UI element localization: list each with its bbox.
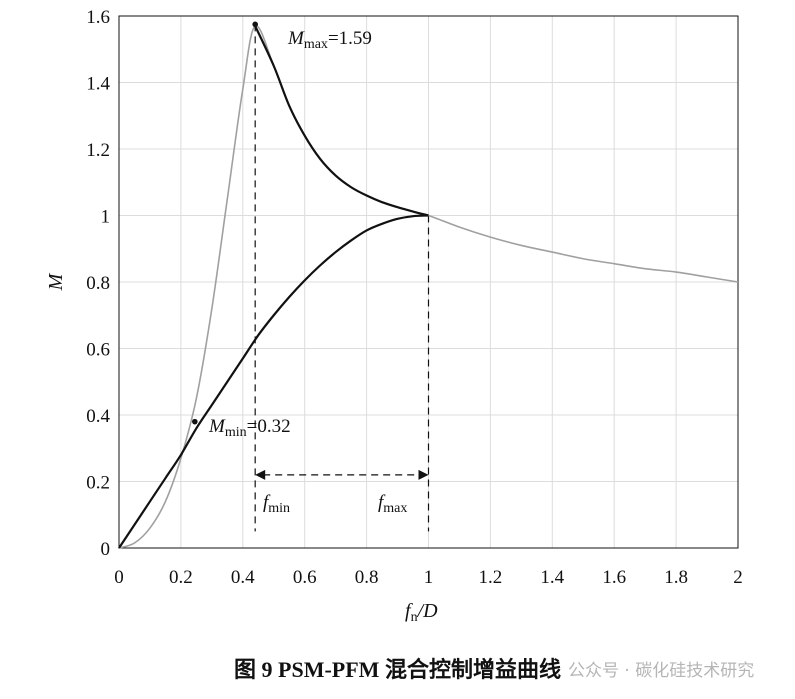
mmax-value: =1.59 <box>328 28 372 49</box>
series-line-2 <box>118 214 429 549</box>
watermark: 公众号 · 碳化硅技术研究 <box>568 661 755 681</box>
fmin-main: f <box>263 492 271 513</box>
y-tick-label: 1.2 <box>86 140 110 161</box>
frequency-range-arrow <box>255 469 429 480</box>
x-tick-label: 0.4 <box>231 567 255 588</box>
series-line-3 <box>254 25 429 217</box>
x-tick-labels: 0 0.2 0.4 0.6 0.8 1 1.2 1.4 1.6 1.8 2 <box>114 567 743 588</box>
gain-curve-chart: 0 0.2 0.4 0.6 0.8 1 1.2 1.4 1.6 1.8 2 0 0.2 0.4 0.6 0.… <box>45 7 743 625</box>
min-point <box>192 418 198 425</box>
y-tick-label: 0.4 <box>86 406 110 427</box>
fmax-annotation: fmax <box>378 492 407 516</box>
x-tick-label: 0.8 <box>355 567 379 588</box>
mmin-value: =0.32 <box>247 416 291 437</box>
y-axis-label: M <box>45 272 67 291</box>
mmax-annotation: Mmax=1.59 <box>287 28 372 52</box>
y-tick-label: 0 <box>101 539 111 560</box>
y-tick-label: 1 <box>101 207 111 228</box>
y-tick-label: 1.4 <box>86 74 110 95</box>
x-axis-label-main: f <box>405 600 413 622</box>
marker-points <box>192 21 258 425</box>
mmax-main: M <box>287 28 305 49</box>
x-tick-label: 1.6 <box>602 567 626 588</box>
fmax-main: f <box>378 492 386 513</box>
mmin-main: M <box>208 416 226 437</box>
x-tick-label: 1.2 <box>479 567 503 588</box>
y-tick-label: 1.6 <box>86 7 110 28</box>
y-tick-label: 0.8 <box>86 273 110 294</box>
fmin-annotation: fmin <box>263 492 290 516</box>
x-axis-label-sub: n <box>411 610 418 625</box>
y-tick-label: 0.2 <box>86 473 110 494</box>
max-point <box>252 21 258 28</box>
fmin-sub: min <box>268 501 290 516</box>
figure-caption: 图 9 PSM-PFM 混合控制增益曲线 <box>234 657 561 682</box>
x-axis-label: fn/D <box>405 600 438 625</box>
x-tick-label: 1.8 <box>664 567 688 588</box>
dashed-guide-lines <box>254 24 430 532</box>
range-arrow-head-right <box>418 469 429 480</box>
x-tick-label: 0.6 <box>293 567 317 588</box>
x-axis-label-rest: /D <box>417 600 439 622</box>
y-tick-labels: 0 0.2 0.4 0.6 0.8 1 1.2 1.4 1.6 <box>86 7 110 560</box>
fmax-sub: max <box>383 501 407 516</box>
x-tick-label: 2 <box>733 567 743 588</box>
series-lines <box>118 25 739 549</box>
x-tick-label: 1 <box>424 567 434 588</box>
mmin-annotation: Mmin=0.32 <box>208 416 291 440</box>
y-tick-label: 0.6 <box>86 340 110 361</box>
mmin-sub: min <box>225 425 247 440</box>
mmax-sub: max <box>304 37 328 52</box>
x-tick-label: 0 <box>114 567 124 588</box>
range-arrow-head-left <box>255 469 266 480</box>
x-tick-label: 1.4 <box>540 567 564 588</box>
x-tick-label: 0.2 <box>169 567 193 588</box>
